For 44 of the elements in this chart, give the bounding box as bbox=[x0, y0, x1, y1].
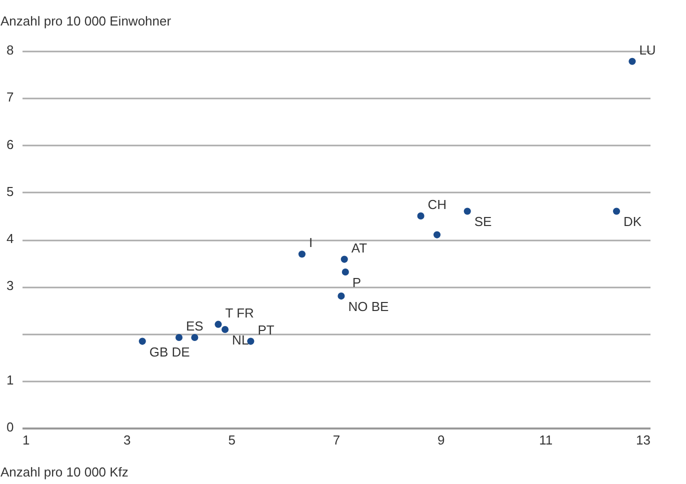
point bbox=[191, 334, 198, 342]
annotation: GB DE bbox=[149, 344, 190, 360]
x-tick-label: 11 bbox=[539, 432, 553, 448]
point bbox=[342, 268, 349, 276]
annotation: P bbox=[352, 275, 362, 290]
x-tick-label: 1 bbox=[22, 432, 30, 448]
x-tick-label: 3 bbox=[124, 432, 131, 448]
point bbox=[612, 208, 620, 215]
y-tick-label: 4 bbox=[6, 231, 14, 246]
y-tick-label: 5 bbox=[6, 184, 14, 199]
annotation: PT bbox=[258, 322, 274, 338]
x-axis-title: Anzahl pro 10 000 Kfz bbox=[0, 464, 128, 480]
point bbox=[338, 292, 345, 300]
x-tick-label: 13 bbox=[636, 432, 650, 448]
annotation: NO BE bbox=[348, 299, 390, 314]
point bbox=[214, 320, 222, 328]
point bbox=[175, 334, 183, 342]
x-tick-label: 9 bbox=[438, 432, 445, 448]
annotation: ES bbox=[186, 318, 204, 334]
point bbox=[298, 250, 306, 258]
y-axis-title: Anzahl pro 10 000 Einwohner bbox=[0, 14, 172, 28]
point bbox=[138, 338, 146, 345]
annotation: T FR bbox=[225, 305, 254, 320]
y-tick-label: 3 bbox=[6, 278, 14, 294]
y-tick-label: 0 bbox=[6, 420, 14, 434]
point bbox=[340, 256, 348, 263]
annotation: AT bbox=[351, 240, 368, 256]
annotation: I bbox=[308, 235, 313, 250]
point bbox=[628, 58, 636, 65]
y-tick-label: 1 bbox=[6, 372, 14, 388]
annotation: NL bbox=[232, 332, 249, 348]
annotation: DK bbox=[624, 214, 642, 230]
x-tick-label: 5 bbox=[228, 432, 236, 448]
annotation: LU bbox=[639, 42, 656, 58]
y-tick-label: 8 bbox=[6, 42, 14, 58]
y-tick-label: 7 bbox=[6, 90, 14, 105]
annotation: SE bbox=[474, 214, 492, 230]
x-tick-label: 7 bbox=[332, 432, 340, 448]
point bbox=[464, 208, 471, 215]
point bbox=[222, 326, 229, 334]
annotation: CH bbox=[428, 196, 447, 212]
point bbox=[433, 231, 441, 238]
point bbox=[417, 212, 424, 220]
y-tick-label: 6 bbox=[6, 136, 14, 152]
